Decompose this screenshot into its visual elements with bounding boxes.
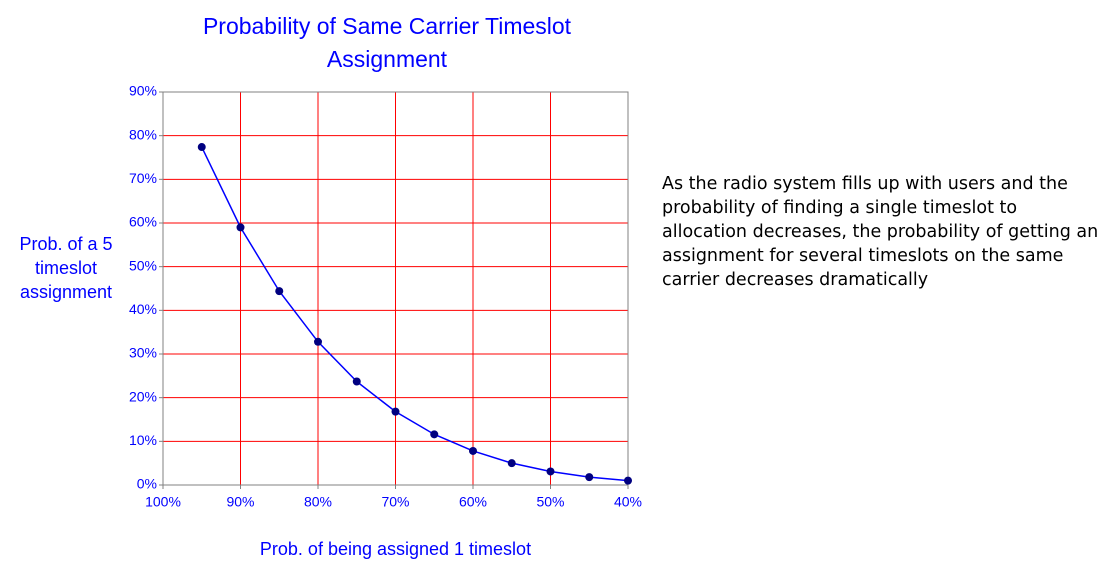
marker [275, 287, 284, 296]
marker [236, 223, 245, 232]
x-tick-label: 80% [304, 494, 332, 510]
x-tick-label: 70% [381, 494, 409, 510]
y-axis-label: Prob. of a 5 timeslot assignment [19, 234, 113, 302]
y-tick-label: 40% [129, 301, 157, 317]
marker [585, 473, 594, 482]
marker [624, 476, 632, 485]
y-tick-label: 20% [129, 388, 157, 404]
x-tick-label: 50% [536, 494, 564, 510]
marker [391, 407, 400, 416]
x-tick-label: 60% [459, 494, 487, 510]
annotation: As the radio system fills up with users … [662, 174, 1099, 290]
x-axis-label: Prob. of being assigned 1 timeslot [259, 539, 532, 559]
y-tick-label: 10% [129, 432, 157, 448]
marker [197, 143, 206, 152]
marker [469, 446, 477, 455]
marker [352, 377, 361, 386]
y-tick-label: 90% [129, 83, 157, 99]
y-tick-label: 50% [129, 257, 157, 273]
marker [430, 430, 439, 439]
y-tick-label: 0% [137, 476, 157, 492]
x-tick-label: 40% [614, 494, 642, 510]
series-line [201, 146, 629, 482]
x-tick-label: 90% [226, 494, 254, 510]
chart-title: Probability of Same Carrier Timeslot Ass… [202, 13, 572, 72]
marker [507, 459, 516, 468]
x-tick-label: 100% [145, 494, 181, 510]
y-tick-label: 60% [129, 214, 157, 230]
y-tick-label: 70% [129, 170, 157, 186]
y-tick-label: 80% [129, 126, 157, 142]
y-tick-label: 30% [129, 345, 157, 361]
marker [546, 467, 555, 476]
plot-border [162, 91, 629, 486]
marker [314, 337, 322, 346]
